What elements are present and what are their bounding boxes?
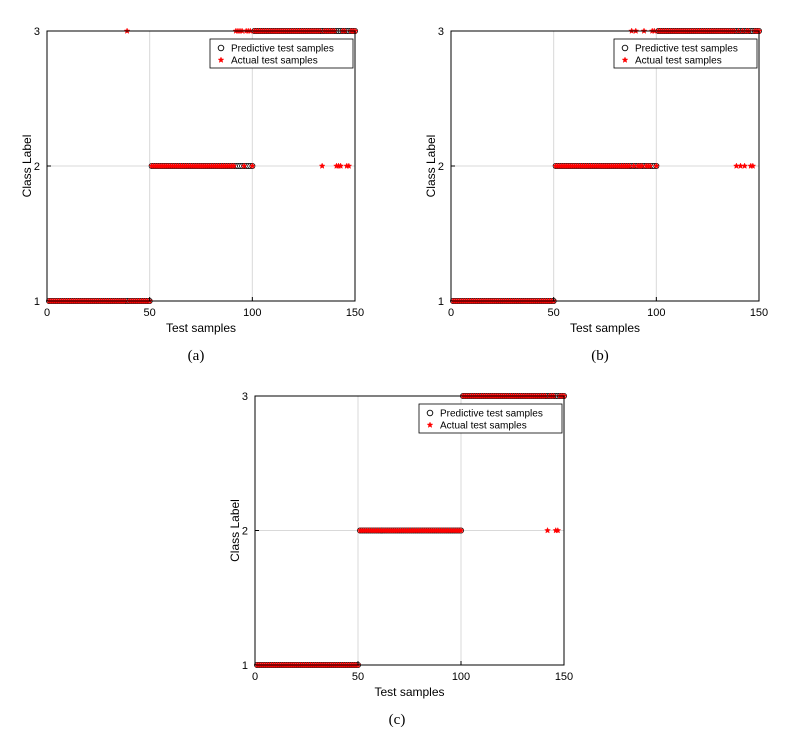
x-tick-label: 150 [555,671,573,683]
panel-label: (a) [188,348,205,364]
y-tick-label: 1 [242,660,248,672]
actual-point [337,162,344,169]
actual-point [741,162,748,169]
legend-entry-actual: Actual test samples [231,56,318,67]
actual-point [554,526,562,534]
data-points [449,27,763,304]
legend-star-icon [217,56,225,63]
chart-panel-a: 0 50 100 150 1 2 3 Test samples Class Label Predi… [20,26,364,364]
y-axis-label: Class Label [228,499,242,562]
x-tick-label: 50 [548,307,560,319]
x-tick-label: 100 [647,307,665,319]
x-tick-label: 50 [144,307,156,319]
y-tick-label: 2 [438,161,444,173]
actual-point [544,526,551,534]
panel-label: (c) [389,712,406,728]
x-tick-label: 100 [452,671,470,683]
x-tick-label: 150 [346,307,364,319]
actual-point [240,162,248,169]
panel-label: (b) [591,348,609,364]
legend-entry-predictive: Predictive test samples [231,44,334,55]
y-tick-label: 3 [438,26,444,38]
x-tick-label: 0 [252,671,258,683]
chart-panel-b: 0 50 100 150 1 2 3 Test samples Class Label Predi… [424,26,768,364]
y-axis-label: Class Label [20,135,34,198]
actual-point [248,162,256,169]
x-tick-label: 100 [243,307,261,319]
actual-point [318,162,326,169]
legend-star-icon [426,421,434,428]
actual-point [749,162,757,169]
legend-circle-icon [621,44,629,52]
legend-entry-predictive: Predictive test samples [440,409,543,420]
y-axis-label: Class Label [424,135,438,198]
legend-entry-predictive: Predictive test samples [635,44,738,55]
x-tick-label: 150 [750,307,768,319]
legend-star-icon [621,56,629,63]
x-tick-label: 0 [44,307,50,319]
x-tick-label: 0 [448,307,454,319]
legend-circle-icon [217,44,225,52]
x-axis-label: Test samples [166,321,236,335]
actual-point [345,162,353,169]
chart-panel-c: 0 50 100 150 1 2 3 Test samples Class Label Predi… [228,391,573,728]
y-tick-label: 2 [34,161,40,173]
y-tick-label: 3 [34,26,40,38]
x-axis-label: Test samples [570,321,640,335]
y-tick-label: 2 [242,526,248,538]
actual-point [652,162,660,169]
legend-circle-icon [426,409,434,417]
legend-entry-actual: Actual test samples [635,56,722,67]
y-tick-label: 1 [34,296,40,308]
legend-entry-actual: Actual test samples [440,421,527,432]
actual-point [646,162,654,169]
legend-box [613,38,758,69]
y-tick-label: 3 [242,391,248,403]
actual-point [230,162,238,169]
legend-box [418,403,563,434]
x-axis-label: Test samples [374,685,444,699]
y-tick-label: 1 [438,296,444,308]
legend-box [209,38,354,69]
x-tick-label: 50 [352,671,364,683]
actual-point [457,526,465,534]
